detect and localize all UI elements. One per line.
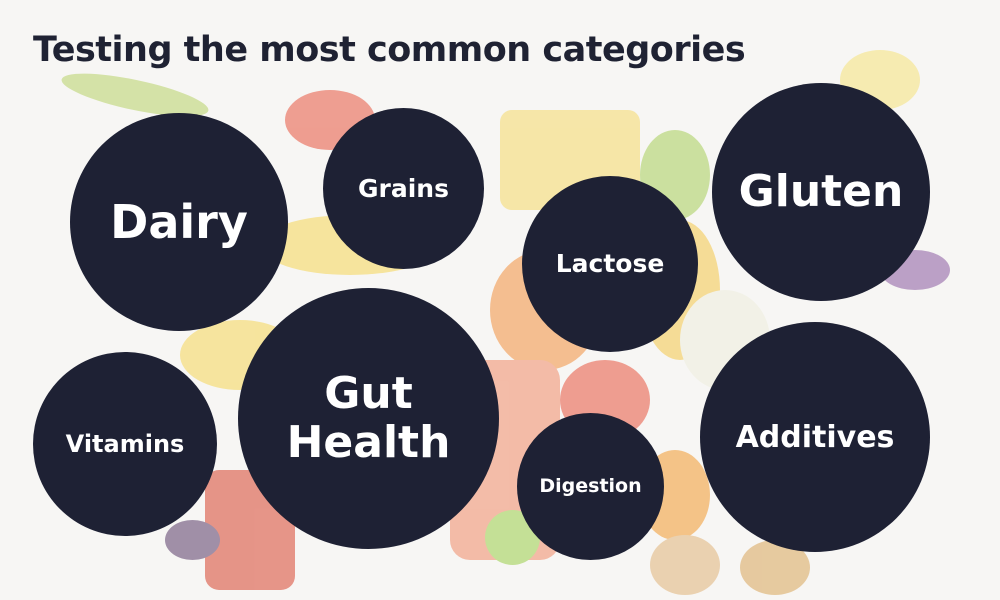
- category-label: Digestion: [539, 475, 642, 498]
- category-gluten: Gluten: [712, 83, 930, 301]
- category-grains: Grains: [323, 108, 484, 269]
- category-dairy: Dairy: [70, 113, 288, 331]
- category-label: Grains: [358, 173, 449, 203]
- category-label: Lactose: [555, 249, 665, 279]
- category-digestion: Digestion: [517, 413, 664, 560]
- category-label: Gut Health: [286, 368, 451, 468]
- page-title: Testing the most common categories: [33, 30, 746, 70]
- category-label: Gluten: [738, 165, 904, 217]
- category-additives: Additives: [700, 322, 930, 552]
- category-label: Dairy: [110, 194, 248, 249]
- category-label: Vitamins: [65, 429, 185, 458]
- category-label: Additives: [735, 419, 895, 455]
- category-gut-health: Gut Health: [238, 288, 499, 549]
- category-vitamins: Vitamins: [33, 352, 217, 536]
- category-lactose: Lactose: [522, 176, 698, 352]
